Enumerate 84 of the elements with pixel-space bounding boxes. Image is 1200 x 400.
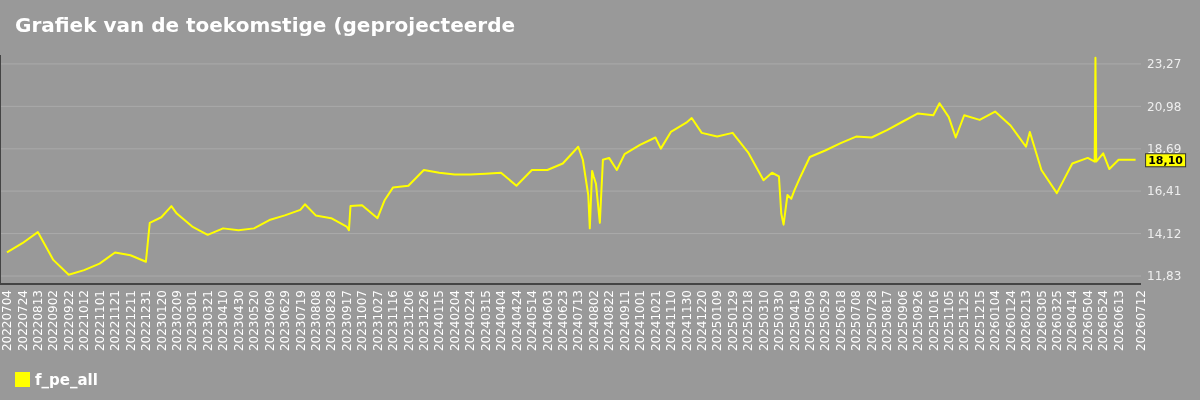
x-tick-label: 20250728 bbox=[864, 290, 879, 352]
x-tick-label: 20240224 bbox=[463, 290, 478, 352]
x-tick-label: 20220813 bbox=[31, 290, 46, 352]
x-tick-label: 20241001 bbox=[633, 290, 648, 352]
x-tick-label: 20231116 bbox=[386, 290, 401, 352]
x-tick-label: 20221121 bbox=[108, 290, 123, 352]
x-tick-label: 20240424 bbox=[509, 290, 524, 352]
x-tick-label: 20260124 bbox=[1003, 290, 1018, 352]
x-tick-label: 20230301 bbox=[185, 290, 200, 352]
x-tick-label: 20251125 bbox=[957, 290, 972, 352]
x-tick-label: 20250419 bbox=[787, 290, 802, 352]
x-tick-label: 20260104 bbox=[988, 290, 1003, 352]
x-tick-label: 20260712 bbox=[1134, 290, 1149, 352]
x-tick-label: 20240115 bbox=[432, 290, 447, 352]
x-tick-label: 20251016 bbox=[926, 290, 941, 352]
x-tick-label: 20250708 bbox=[849, 290, 864, 352]
x-tick-label: 20230120 bbox=[154, 290, 169, 352]
x-tick-label: 20230520 bbox=[247, 290, 262, 352]
x-tick-label: 20250310 bbox=[756, 290, 771, 352]
x-tick-label: 20250906 bbox=[895, 290, 910, 352]
x-tick-label: 20250129 bbox=[725, 290, 740, 352]
line-series bbox=[5, 56, 1137, 276]
x-tick-label: 20240603 bbox=[540, 290, 555, 352]
x-tick-label: 20230828 bbox=[324, 290, 339, 352]
y-tick-label: 14,12 bbox=[1147, 226, 1182, 241]
x-tick-label: 20230629 bbox=[278, 290, 293, 352]
x-tick-label: 20250509 bbox=[803, 290, 818, 352]
x-tick-label: 20230609 bbox=[262, 290, 277, 352]
x-tick-label: 20260305 bbox=[1034, 290, 1049, 352]
x-tick-label: 20240623 bbox=[555, 290, 570, 352]
x-tick-label: 20260213 bbox=[1019, 290, 1034, 352]
x-tick-label: 20240822 bbox=[602, 290, 617, 352]
x-tick-label: 20221231 bbox=[139, 290, 154, 352]
x-tick-label: 20250817 bbox=[880, 290, 895, 352]
x-tick-label: 20230719 bbox=[293, 290, 308, 352]
y-tick-label: 16,41 bbox=[1147, 184, 1182, 199]
x-tick-label: 20260524 bbox=[1096, 290, 1111, 352]
legend-label: f_pe_all bbox=[35, 371, 98, 390]
x-tick-label: 20230808 bbox=[308, 290, 323, 352]
x-tick-label: 20251215 bbox=[972, 290, 987, 352]
x-tick-label: 20250218 bbox=[741, 290, 756, 352]
y-tick-label: 20,98 bbox=[1147, 99, 1182, 114]
x-tick-label: 20250330 bbox=[772, 290, 787, 352]
x-tick-label: 20241130 bbox=[679, 290, 694, 352]
x-tick-label: 20231007 bbox=[355, 290, 370, 352]
x-tick-label: 20241110 bbox=[664, 290, 679, 352]
x-tick-label: 20230430 bbox=[231, 290, 246, 352]
x-tick-label: 20260504 bbox=[1080, 290, 1095, 352]
x-tick-label: 20250926 bbox=[911, 290, 926, 352]
x-tick-label: 20241021 bbox=[648, 290, 663, 352]
chart-title: Grafiek van de toekomstige (geprojecteerde bbox=[15, 13, 516, 37]
x-tick-label: 20230209 bbox=[169, 290, 184, 352]
x-tick-label: 20230410 bbox=[216, 290, 231, 352]
x-tick-label: 20250529 bbox=[818, 290, 833, 352]
x-tick-label: 20221012 bbox=[77, 290, 92, 352]
x-tick-label: 20221101 bbox=[92, 290, 107, 352]
x-tick-label: 20240404 bbox=[494, 290, 509, 352]
x-tick-label: 20231206 bbox=[401, 290, 416, 352]
x-tick-label: 20231027 bbox=[370, 290, 385, 352]
y-tick-label: 18,69 bbox=[1147, 142, 1182, 157]
x-tick-label: 20240713 bbox=[571, 290, 586, 352]
x-tick-label: 20231226 bbox=[417, 290, 432, 352]
x-tick-label: 20221211 bbox=[123, 290, 138, 352]
x-tick-label: 20240315 bbox=[478, 290, 493, 352]
x-tick-label: 20230917 bbox=[339, 290, 354, 352]
x-tick-label: 20240204 bbox=[447, 290, 462, 352]
x-tick-label: 20260325 bbox=[1050, 290, 1065, 352]
x-tick-label: 20250618 bbox=[833, 290, 848, 352]
x-tick-label: 20220704 bbox=[0, 290, 15, 352]
x-tick-label: 20251105 bbox=[941, 290, 956, 352]
x-tick-label: 20260414 bbox=[1065, 290, 1080, 352]
x-tick-label: 20220724 bbox=[15, 290, 30, 352]
x-tick-label: 20240802 bbox=[586, 290, 601, 352]
x-tick-label: 20230321 bbox=[200, 290, 215, 352]
annotation: 18,10 bbox=[1148, 154, 1184, 168]
x-tick-label: 20220902 bbox=[46, 290, 61, 352]
x-tick-label: 20240514 bbox=[525, 290, 540, 352]
x-tick-label: 20260613 bbox=[1111, 290, 1126, 352]
x-tick-label: 20220922 bbox=[61, 290, 76, 352]
x-tick-label: 20250109 bbox=[710, 290, 725, 352]
x-tick-label: 20241220 bbox=[694, 290, 709, 352]
y-tick-label: 11,83 bbox=[1147, 269, 1182, 284]
x-tick-label: 20240911 bbox=[617, 290, 632, 352]
y-tick-label: 23,27 bbox=[1147, 57, 1182, 72]
